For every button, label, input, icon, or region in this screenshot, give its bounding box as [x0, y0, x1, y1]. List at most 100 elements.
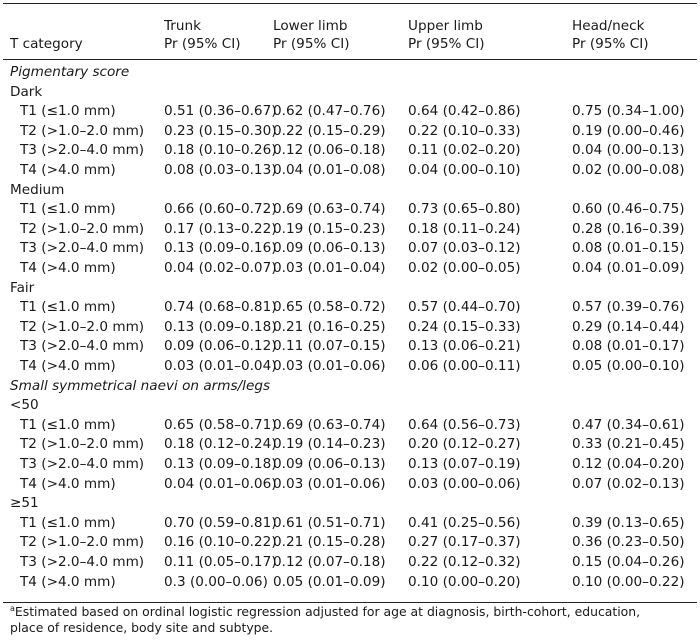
cell-trunk: 0.04 (0.01–0.06) — [164, 475, 277, 492]
cell-head-neck: 0.10 (0.00–0.22) — [572, 573, 685, 590]
cell-upper-limb: 0.64 (0.42–0.86) — [408, 103, 521, 120]
cell-head-neck: 0.02 (0.00–0.08) — [572, 162, 685, 178]
table-row: T2 (>1.0–2.0 mm) 0.16 (0.10–0.22) 0.21 (0.… — [0, 532, 700, 552]
cell-trunk: 0.13 (0.09–0.16) — [164, 240, 277, 257]
cell-trunk: 0.08 (0.03–0.13) — [164, 162, 277, 178]
group-heading-row: Fair — [0, 278, 700, 298]
table-row: T2 (>1.0–2.0 mm) 0.18 (0.12–0.24) 0.19 (0.… — [0, 434, 700, 454]
row-label: T4 (>4.0 mm) — [20, 260, 116, 276]
cell-lower-limb: 0.61 (0.51–0.71) — [273, 514, 386, 531]
cell-trunk: 0.13 (0.09–0.18) — [164, 318, 277, 335]
cell-lower-limb: 0.21 (0.16–0.25) — [273, 318, 386, 335]
header-upper-limb-ci: Pr (95% CI) — [408, 36, 485, 52]
cell-trunk: 0.51 (0.36–0.67) — [164, 103, 277, 120]
cell-trunk: 0.3 (0.00–0.06) — [164, 573, 268, 590]
cell-lower-limb: 0.22 (0.15–0.29) — [273, 122, 386, 139]
section-heading: Small symmetrical naevi on arms/legs — [10, 377, 271, 394]
group-heading-row: <50 — [0, 395, 700, 415]
cell-lower-limb: 0.03 (0.01–0.06) — [273, 475, 386, 492]
table-top-rule — [3, 3, 697, 4]
cell-trunk: 0.65 (0.58–0.71) — [164, 416, 277, 433]
table-row: T3 (>2.0–4.0 mm) 0.13 (0.09–0.18) 0.09 (0.… — [0, 454, 700, 474]
cell-upper-limb: 0.41 (0.25–0.56) — [408, 514, 521, 531]
group-heading: Medium — [10, 181, 65, 198]
header-lower-limb-ci: Pr (95% CI) — [273, 36, 350, 52]
cell-head-neck: 0.33 (0.21–0.45) — [572, 436, 685, 453]
header-head-neck-ci: Pr (95% CI) — [572, 36, 649, 52]
cell-trunk: 0.23 (0.15–0.30) — [164, 122, 277, 139]
table-row: T4 (>4.0 mm) 0.3 (0.00–0.06) 0.05 (0.01–0.… — [0, 572, 700, 592]
cell-head-neck: 0.04 (0.00–0.13) — [572, 142, 685, 159]
group-heading-row: Dark — [0, 82, 700, 102]
cell-upper-limb: 0.27 (0.17–0.37) — [408, 534, 521, 551]
cell-upper-limb: 0.11 (0.02–0.20) — [408, 142, 521, 159]
cell-head-neck: 0.07 (0.02–0.13) — [572, 475, 685, 492]
header-rule — [3, 59, 697, 60]
header-head-neck: Head/neck — [572, 18, 645, 34]
cell-head-neck: 0.75 (0.34–1.00) — [572, 103, 685, 120]
cell-head-neck: 0.57 (0.39–0.76) — [572, 299, 685, 316]
cell-head-neck: 0.05 (0.00–0.10) — [572, 358, 685, 374]
header-t-category: T category — [10, 36, 83, 52]
cell-head-neck: 0.15 (0.04–0.26) — [572, 554, 685, 570]
group-heading-row: Medium — [0, 180, 700, 200]
cell-lower-limb: 0.03 (0.01–0.06) — [273, 358, 386, 374]
cell-trunk: 0.18 (0.10–0.26) — [164, 142, 277, 159]
group-heading: Dark — [10, 83, 43, 100]
section-heading-row: Small symmetrical naevi on arms/legs — [0, 376, 700, 396]
table-row: T1 (≤1.0 mm) 0.74 (0.68–0.81) 0.65 (0.58–0… — [0, 297, 700, 317]
header-upper-limb: Upper limb — [408, 18, 483, 34]
group-heading: <50 — [10, 397, 39, 414]
header-trunk: Trunk — [164, 18, 201, 34]
cell-trunk: 0.70 (0.59–0.81) — [164, 514, 277, 531]
cell-upper-limb: 0.73 (0.65–0.80) — [408, 201, 521, 218]
cell-lower-limb: 0.62 (0.47–0.76) — [273, 103, 386, 120]
cell-head-neck: 0.28 (0.16–0.39) — [572, 220, 685, 237]
table-row: T2 (>1.0–2.0 mm) 0.17 (0.13–0.22) 0.19 (0.… — [0, 219, 700, 239]
cell-head-neck: 0.12 (0.04–0.20) — [572, 456, 685, 472]
cell-lower-limb: 0.19 (0.15–0.23) — [273, 220, 386, 237]
cell-trunk: 0.11 (0.05–0.17) — [164, 554, 277, 570]
cell-lower-limb: 0.03 (0.01–0.04) — [273, 260, 386, 276]
footnote-line-1: aEstimated based on ordinal logistic reg… — [10, 604, 694, 620]
row-label: T4 (>4.0 mm) — [20, 162, 116, 178]
section-heading-row: Pigmentary score — [0, 62, 700, 82]
group-heading: ≥51 — [10, 495, 39, 512]
cell-upper-limb: 0.18 (0.11–0.24) — [408, 220, 521, 237]
row-label: T4 (>4.0 mm) — [20, 573, 116, 590]
group-heading: Fair — [10, 279, 35, 296]
table-row: T4 (>4.0 mm) 0.04 (0.02–0.07) 0.03 (0.01–0… — [0, 258, 700, 278]
row-label: T3 (>2.0–4.0 mm) — [20, 554, 145, 570]
cell-trunk: 0.03 (0.01–0.04) — [164, 358, 277, 374]
cell-lower-limb: 0.69 (0.63–0.74) — [273, 201, 386, 218]
cell-upper-limb: 0.06 (0.00–0.11) — [408, 358, 521, 374]
table-row: T3 (>2.0–4.0 mm) 0.13 (0.09–0.16) 0.09 (0.… — [0, 238, 700, 258]
cell-lower-limb: 0.05 (0.01–0.09) — [273, 573, 386, 590]
cell-upper-limb: 0.13 (0.06–0.21) — [408, 338, 521, 355]
row-label: T1 (≤1.0 mm) — [20, 299, 116, 316]
cell-lower-limb: 0.12 (0.07–0.18) — [273, 554, 386, 570]
table-row: T4 (>4.0 mm) 0.08 (0.03–0.13) 0.04 (0.01–0… — [0, 160, 700, 180]
cell-lower-limb: 0.12 (0.06–0.18) — [273, 142, 386, 159]
table-footnote: aEstimated based on ordinal logistic reg… — [10, 604, 694, 636]
header-trunk-ci: Pr (95% CI) — [164, 36, 241, 52]
cell-trunk: 0.04 (0.02–0.07) — [164, 260, 277, 276]
row-label: T3 (>2.0–4.0 mm) — [20, 240, 145, 257]
cell-upper-limb: 0.22 (0.12–0.32) — [408, 554, 521, 570]
cell-upper-limb: 0.13 (0.07–0.19) — [408, 456, 521, 472]
table-row: T1 (≤1.0 mm) 0.66 (0.60–0.72) 0.69 (0.63–0… — [0, 199, 700, 219]
cell-head-neck: 0.19 (0.00–0.46) — [572, 122, 685, 139]
cell-upper-limb: 0.03 (0.00–0.06) — [408, 475, 521, 492]
cell-head-neck: 0.04 (0.01–0.09) — [572, 260, 685, 276]
table-row: T3 (>2.0–4.0 mm) 0.18 (0.10–0.26) 0.12 (0.… — [0, 140, 700, 160]
footnote-text-1: Estimated based on ordinal logistic regr… — [14, 604, 641, 619]
cell-upper-limb: 0.57 (0.44–0.70) — [408, 299, 521, 316]
cell-trunk: 0.16 (0.10–0.22) — [164, 534, 277, 551]
cell-trunk: 0.17 (0.13–0.22) — [164, 220, 277, 237]
footnote-marker: a — [10, 604, 15, 613]
cell-lower-limb: 0.69 (0.63–0.74) — [273, 416, 386, 433]
cell-upper-limb: 0.24 (0.15–0.33) — [408, 318, 521, 335]
cell-trunk: 0.74 (0.68–0.81) — [164, 299, 277, 316]
cell-trunk: 0.09 (0.06–0.12) — [164, 338, 277, 355]
